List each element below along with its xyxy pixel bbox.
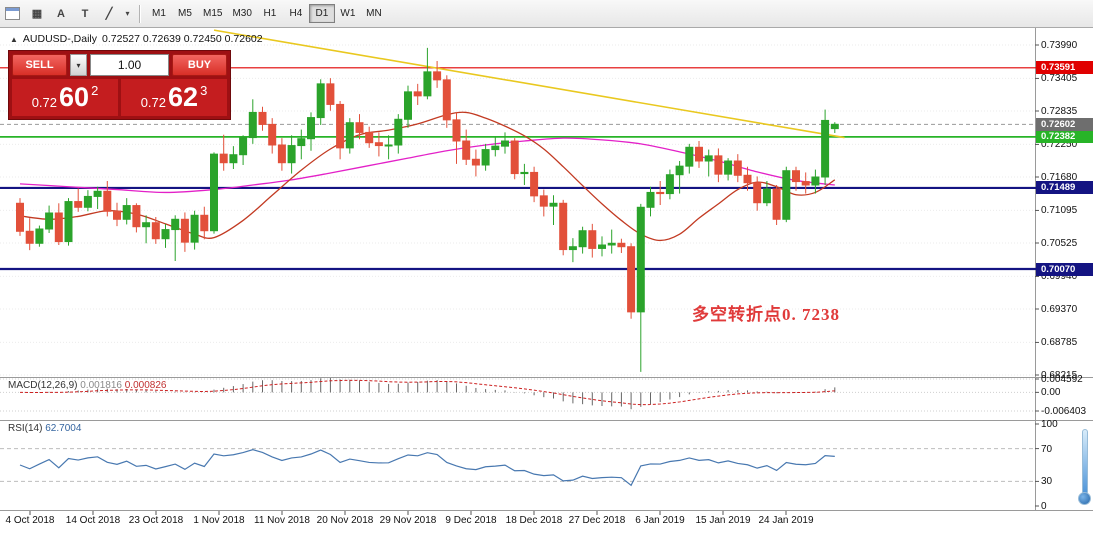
text-label-a-button[interactable]: A xyxy=(50,4,72,24)
sell-price-prefix: 0.72 xyxy=(32,95,57,110)
date-axis-label: 1 Nov 2018 xyxy=(193,515,244,526)
date-axis-label: 27 Dec 2018 xyxy=(569,515,626,526)
price-axis-label: 0.73405 xyxy=(1041,73,1077,84)
timeframe-h1-button[interactable]: H1 xyxy=(257,4,283,23)
rsi-value: 62.7004 xyxy=(45,423,81,434)
price-line-tag: 0.73591 xyxy=(1036,61,1093,74)
volume-dropdown[interactable]: ▾ xyxy=(70,54,87,76)
macd-main-value: 0.001816 xyxy=(80,380,122,391)
chart-type-icon[interactable]: ▦ xyxy=(26,4,48,24)
rsi-label: RSI(14) 62.7004 xyxy=(8,423,81,434)
buy-price-big: 62 xyxy=(168,84,198,111)
rsi-axis-label: 30 xyxy=(1041,476,1052,487)
sell-price-display[interactable]: 0.72 60 2 xyxy=(12,79,118,116)
price-axis-label: 0.71095 xyxy=(1041,205,1077,216)
timeframe-w1-button[interactable]: W1 xyxy=(335,4,361,23)
date-axis-label: 29 Nov 2018 xyxy=(380,515,437,526)
date-axis-label: 11 Nov 2018 xyxy=(254,515,310,526)
date-axis-label: 24 Jan 2019 xyxy=(758,515,813,526)
date-axis-label: 9 Dec 2018 xyxy=(445,515,496,526)
timeframe-group: M1M5M15M30H1H4D1W1MN xyxy=(146,4,387,23)
buy-price-prefix: 0.72 xyxy=(141,95,166,110)
sell-price-sup: 2 xyxy=(91,83,98,98)
thermometer-track xyxy=(1082,429,1088,495)
chart-window-icon: ▲ xyxy=(10,35,18,44)
price-line-tag: 0.71489 xyxy=(1036,181,1093,194)
sell-price-big: 60 xyxy=(59,84,89,111)
dropdown-caret-icon[interactable]: ▾ xyxy=(122,4,133,24)
current-price-tag: 0.72602 xyxy=(1036,118,1093,131)
date-axis-label: 14 Oct 2018 xyxy=(66,515,120,526)
chart-title: ▲ AUDUSD-,Daily 0.72527 0.72639 0.72450 … xyxy=(10,33,263,45)
chart-symbol-label: AUDUSD-,Daily xyxy=(23,33,97,45)
date-axis-label: 4 Oct 2018 xyxy=(6,515,55,526)
timeframe-m15-button[interactable]: M15 xyxy=(198,4,227,23)
rsi-axis-label: 100 xyxy=(1041,419,1058,430)
rsi-axis-label: 70 xyxy=(1041,444,1052,455)
price-axis-label: 0.69370 xyxy=(1041,304,1077,315)
toolbar-icon-group: ▦AT╱▾ xyxy=(25,4,134,24)
sell-button[interactable]: SELL xyxy=(12,54,67,76)
buy-button[interactable]: BUY xyxy=(172,54,227,76)
mt4-chart-window: ▦AT╱▾ M1M5M15M30H1H4D1W1MN ▲ AUDUSD-,Dai… xyxy=(0,0,1093,535)
macd-axis-label: -0.006403 xyxy=(1041,406,1086,417)
date-axis-label: 6 Jan 2019 xyxy=(635,515,685,526)
buy-price-sup: 3 xyxy=(200,83,207,98)
macd-axis-label: 0.004592 xyxy=(1041,374,1083,385)
timeframe-d1-button[interactable]: D1 xyxy=(309,4,335,23)
chart-text-annotation: 多空转折点0. 7238 xyxy=(692,300,840,325)
text-tool-t-button[interactable]: T xyxy=(74,4,96,24)
date-axis-label: 15 Jan 2019 xyxy=(695,515,750,526)
one-click-trading-panel: SELL ▾ 1.00 BUY 0.72 60 2 0.72 62 3 xyxy=(8,50,231,120)
buy-price-display[interactable]: 0.72 62 3 xyxy=(121,79,227,116)
macd-label: MACD(12,26,9) 0.001816 0.000826 xyxy=(8,380,166,391)
timeframe-m5-button[interactable]: M5 xyxy=(172,4,198,23)
date-axis-label: 18 Dec 2018 xyxy=(506,515,563,526)
price-axis-label: 0.70525 xyxy=(1041,238,1077,249)
price-line-tag: 0.70070 xyxy=(1036,263,1093,276)
price-line-tag: 0.72382 xyxy=(1036,130,1093,143)
timeframe-m1-button[interactable]: M1 xyxy=(146,4,172,23)
thermometer-widget xyxy=(1078,429,1091,507)
macd-axis-label: 0.00 xyxy=(1041,387,1060,398)
volume-input[interactable]: 1.00 xyxy=(90,54,169,76)
rsi-name: RSI(14) xyxy=(8,423,42,434)
timeframe-m30-button[interactable]: M30 xyxy=(227,4,256,23)
toolbar-separator xyxy=(139,5,141,23)
date-axis-label: 20 Nov 2018 xyxy=(317,515,374,526)
timeframe-h4-button[interactable]: H4 xyxy=(283,4,309,23)
thermometer-bulb xyxy=(1078,492,1091,505)
macd-signal-value: 0.000826 xyxy=(125,380,167,391)
price-axis-label: 0.73990 xyxy=(1041,40,1077,51)
timeframe-mn-button[interactable]: MN xyxy=(361,4,387,23)
price-axis-label: 0.68785 xyxy=(1041,337,1077,348)
date-axis-label: 23 Oct 2018 xyxy=(129,515,183,526)
rsi-axis-label: 0 xyxy=(1041,501,1047,512)
price-axis-label: 0.72835 xyxy=(1041,106,1077,117)
toolbar: ▦AT╱▾ M1M5M15M30H1H4D1W1MN xyxy=(0,0,1093,28)
app-icon xyxy=(5,7,20,20)
ohlc-values: 0.72527 0.72639 0.72450 0.72602 xyxy=(102,33,263,45)
macd-name: MACD(12,26,9) xyxy=(8,380,77,391)
drawing-tools-button[interactable]: ╱ xyxy=(98,4,120,24)
